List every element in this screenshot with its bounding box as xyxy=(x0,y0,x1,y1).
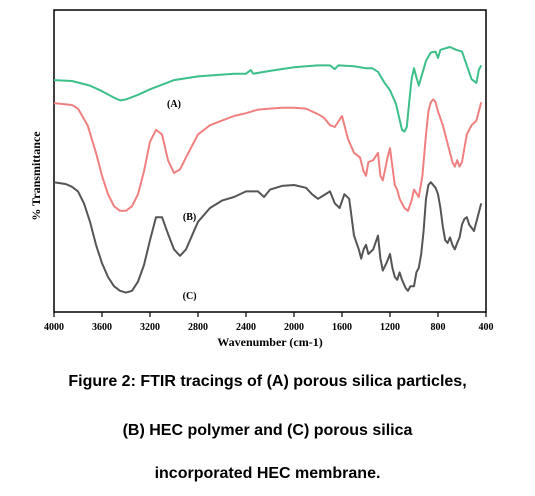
series-line-b xyxy=(53,98,483,212)
x-tick-label: 400 xyxy=(479,322,494,333)
y-axis-label: % Transmittance xyxy=(29,131,43,221)
figure-caption-line-1: Figure 2: FTIR tracings of (A) porous si… xyxy=(68,373,467,390)
x-tick-label: 800 xyxy=(431,322,446,333)
x-tick-label: 2000 xyxy=(284,322,304,333)
x-ticks: 4000 3600 3200 2800 2400 2000 1600 1200 800 400 xyxy=(44,312,494,333)
series-label-b: (B) xyxy=(183,212,196,223)
series-line-c xyxy=(53,181,483,294)
series-label-a: (A) xyxy=(167,99,181,110)
figure-caption-line-3: incorporated HEC membrane. xyxy=(154,465,381,482)
x-tick-label: 4000 xyxy=(44,322,64,333)
ftir-chart: 4000 3600 3200 2800 2400 2000 1600 1200 800 400 (… xyxy=(29,9,494,349)
x-tick-label: 3200 xyxy=(140,322,160,333)
figure-caption-line-2: (B) HEC polymer and (C) porous silica xyxy=(122,422,413,439)
series-label-c: (C) xyxy=(183,291,197,302)
series-line-a xyxy=(53,46,483,133)
series-layer xyxy=(53,46,483,294)
x-tick-label: 3600 xyxy=(92,322,112,333)
x-tick-label: 1200 xyxy=(380,322,400,333)
x-tick-label: 2400 xyxy=(236,322,256,333)
plot-frame xyxy=(53,9,487,313)
x-axis-label: Wavenumber (cm-1) xyxy=(217,335,322,349)
x-tick-label: 1600 xyxy=(332,322,352,333)
x-tick-label: 2800 xyxy=(188,322,208,333)
series-labels: (A) (B) (C) xyxy=(167,99,196,302)
